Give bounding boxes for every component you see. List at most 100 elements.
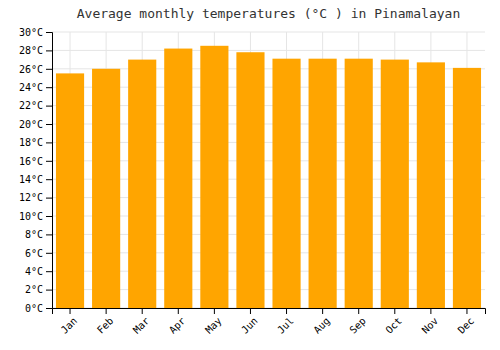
- y-tick: 20°C: [19, 119, 52, 130]
- y-tick-label: 4°C: [25, 266, 43, 277]
- y-tick-mark: [46, 142, 52, 143]
- bar: [417, 62, 445, 308]
- y-tick-label: 22°C: [19, 100, 43, 111]
- x-tick: Feb: [95, 308, 116, 336]
- y-axis-line: [46, 33, 53, 309]
- y-tick: 8°C: [25, 229, 52, 240]
- y-tick: 4°C: [25, 266, 52, 277]
- y-tick-label: 24°C: [19, 82, 43, 93]
- bar: [92, 69, 120, 308]
- y-tick-label: 30°C: [19, 27, 43, 38]
- x-tick-label: Feb: [95, 315, 116, 336]
- title: Average monthly temperatures (°C ) in Pi…: [77, 6, 461, 21]
- bar: [381, 60, 409, 308]
- x-tick-mark: [322, 308, 323, 314]
- y-tick: 0°C: [25, 303, 52, 314]
- grid: [52, 32, 485, 308]
- bar: [309, 59, 337, 308]
- x-tick: Mar: [131, 308, 152, 336]
- x-tick-label: Apr: [167, 315, 188, 336]
- x-tick: Oct: [383, 308, 404, 336]
- y-tick: 22°C: [19, 100, 52, 111]
- y-tick-label: 16°C: [19, 156, 43, 167]
- y-grid-line: [52, 32, 485, 33]
- plot: 0°C 2°C 4°C 6°C 8°C 10°C 12°C 14°C 16°C 18°C 20°C 2…: [19, 27, 486, 336]
- y-tick: 14°C: [19, 174, 52, 185]
- y-tick: 6°C: [25, 248, 52, 259]
- y-tick-mark: [46, 198, 52, 199]
- y-tick: 28°C: [19, 45, 52, 56]
- y-tick-label: 10°C: [19, 211, 43, 222]
- x-tick-label: Jan: [59, 315, 80, 336]
- y-tick-mark: [46, 179, 52, 180]
- y-tick-mark: [46, 271, 52, 272]
- bar: [128, 60, 156, 308]
- x-tick-mark: [142, 308, 143, 314]
- y-axis: 0°C 2°C 4°C 6°C 8°C 10°C 12°C 14°C 16°C 18°C 20°C 2…: [19, 27, 53, 314]
- chart-container: 0°C 2°C 4°C 6°C 8°C 10°C 12°C 14°C 16°C 18°C 20°C 2…: [0, 0, 500, 350]
- x-tick: Jul: [275, 308, 296, 336]
- x-tick-mark: [466, 308, 467, 314]
- bar: [164, 49, 192, 308]
- y-tick-label: 20°C: [19, 119, 43, 130]
- x-tick: Apr: [167, 308, 188, 336]
- y-tick-mark: [46, 87, 52, 88]
- y-tick: 16°C: [19, 156, 52, 167]
- y-tick-label: 12°C: [19, 192, 43, 203]
- y-tick-mark: [46, 290, 52, 291]
- y-tick-mark: [46, 124, 52, 125]
- y-tick-mark: [46, 32, 52, 33]
- y-tick-mark: [46, 69, 52, 70]
- y-tick: 26°C: [19, 64, 52, 75]
- x-tick-mark: [70, 308, 71, 314]
- x-axis: Jan Feb Mar Apr May Jun Jul Aug Sep Oct Nov Dec: [53, 308, 486, 336]
- x-tick-mark: [286, 308, 287, 314]
- bar: [200, 46, 228, 308]
- x-tick: May: [203, 308, 224, 336]
- x-tick-mark: [394, 308, 395, 314]
- x-tick-mark: [106, 308, 107, 314]
- x-tick: Dec: [456, 308, 477, 336]
- x-tick-label: Aug: [311, 315, 332, 336]
- y-tick-label: 0°C: [25, 303, 43, 314]
- x-tick: Nov: [420, 308, 441, 336]
- y-tick: 18°C: [19, 137, 52, 148]
- bar: [236, 52, 264, 308]
- y-tick-mark: [46, 234, 52, 235]
- x-tick-label: Jun: [239, 315, 260, 336]
- x-tick-label: Mar: [131, 315, 152, 336]
- x-tick: Jun: [239, 308, 260, 336]
- x-tick: Jan: [59, 308, 80, 336]
- x-tick-mark: [430, 308, 431, 314]
- x-axis-line: [53, 309, 486, 315]
- x-tick-label: Nov: [420, 315, 441, 336]
- x-tick: Sep: [347, 308, 368, 336]
- bar: [345, 59, 373, 308]
- y-tick-label: 28°C: [19, 45, 43, 56]
- bars: [56, 46, 481, 308]
- x-tick-label: May: [203, 315, 224, 336]
- x-tick-label: Dec: [456, 315, 477, 336]
- bar: [272, 59, 300, 308]
- y-tick-label: 14°C: [19, 174, 43, 185]
- y-tick-label: 8°C: [25, 229, 43, 240]
- chart-svg: 0°C 2°C 4°C 6°C 8°C 10°C 12°C 14°C 16°C 18°C 20°C 2…: [0, 0, 500, 350]
- x-tick-mark: [178, 308, 179, 314]
- x-tick: Aug: [311, 308, 332, 336]
- y-tick-label: 26°C: [19, 64, 43, 75]
- y-tick-label: 18°C: [19, 137, 43, 148]
- x-tick-mark: [358, 308, 359, 314]
- y-tick: 12°C: [19, 192, 52, 203]
- x-tick-mark: [250, 308, 251, 314]
- y-tick-mark: [46, 216, 52, 217]
- x-tick-label: Oct: [383, 315, 404, 336]
- bar: [56, 73, 84, 308]
- y-tick: 2°C: [25, 284, 52, 295]
- y-tick: 10°C: [19, 211, 52, 222]
- y-tick: 30°C: [19, 27, 52, 38]
- bar: [453, 68, 481, 308]
- y-grid-line: [52, 50, 485, 51]
- y-tick-mark: [46, 253, 52, 254]
- y-tick-mark: [46, 308, 52, 309]
- x-tick-label: Jul: [275, 315, 296, 336]
